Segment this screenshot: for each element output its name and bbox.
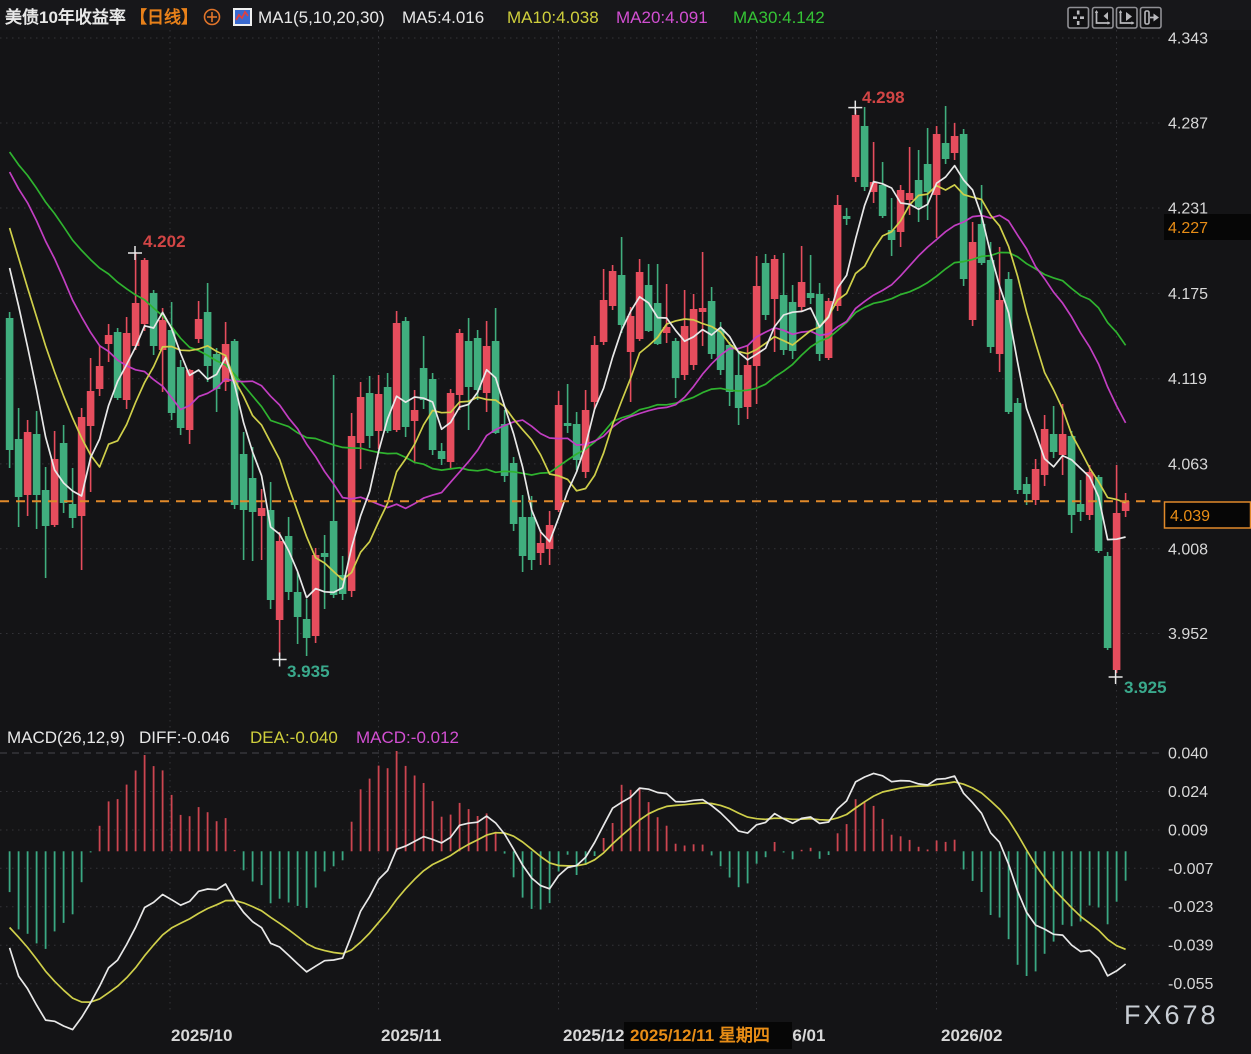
svg-text:2025/12/11 星期四: 2025/12/11 星期四 xyxy=(630,1026,770,1045)
svg-text:3.952: 3.952 xyxy=(1168,626,1208,643)
svg-text:MA5:4.016: MA5:4.016 xyxy=(402,8,484,27)
svg-text:4.175: 4.175 xyxy=(1168,286,1208,303)
svg-text:4.119: 4.119 xyxy=(1168,371,1207,388)
svg-text:4.343: 4.343 xyxy=(1168,31,1208,48)
svg-text:4.063: 4.063 xyxy=(1168,456,1208,473)
svg-text:DEA:-0.040: DEA:-0.040 xyxy=(250,728,338,747)
svg-text:0.040: 0.040 xyxy=(1168,746,1208,763)
svg-text:MA20:4.091: MA20:4.091 xyxy=(616,8,708,27)
svg-text:-0.023: -0.023 xyxy=(1168,899,1213,916)
svg-text:4.231: 4.231 xyxy=(1168,201,1208,218)
svg-text:-0.055: -0.055 xyxy=(1168,976,1213,993)
svg-text:MACD(26,12,9): MACD(26,12,9) xyxy=(7,728,125,747)
svg-text:2025/10: 2025/10 xyxy=(171,1026,232,1045)
svg-text:4.227: 4.227 xyxy=(1168,220,1208,237)
svg-text:4.202: 4.202 xyxy=(143,232,186,251)
svg-text:3.935: 3.935 xyxy=(287,662,330,681)
svg-text:4.039: 4.039 xyxy=(1170,508,1210,525)
svg-text:MA10:4.038: MA10:4.038 xyxy=(507,8,599,27)
svg-text:DIFF:-0.046: DIFF:-0.046 xyxy=(139,728,230,747)
svg-text:3.925: 3.925 xyxy=(1124,678,1167,697)
svg-text:4.287: 4.287 xyxy=(1168,116,1208,133)
svg-text:4.298: 4.298 xyxy=(862,88,905,107)
svg-text:2025/11: 2025/11 xyxy=(381,1026,442,1045)
svg-text:-0.039: -0.039 xyxy=(1168,938,1213,955)
svg-text:MA30:4.142: MA30:4.142 xyxy=(733,8,825,27)
svg-text:2025/12: 2025/12 xyxy=(563,1026,624,1045)
svg-text:美债10年收益率: 美债10年收益率 xyxy=(5,7,126,27)
svg-text:MA1(5,10,20,30): MA1(5,10,20,30) xyxy=(258,8,385,27)
svg-text:-0.007: -0.007 xyxy=(1168,861,1213,878)
svg-text:0.024: 0.024 xyxy=(1168,784,1208,801)
svg-text:4.008: 4.008 xyxy=(1168,541,1208,558)
svg-text:0.009: 0.009 xyxy=(1168,823,1208,840)
svg-text:【日线】: 【日线】 xyxy=(130,7,198,27)
svg-text:FX678: FX678 xyxy=(1124,1000,1219,1030)
svg-text:MACD:-0.012: MACD:-0.012 xyxy=(356,728,459,747)
svg-text:2026/02: 2026/02 xyxy=(941,1026,1002,1045)
